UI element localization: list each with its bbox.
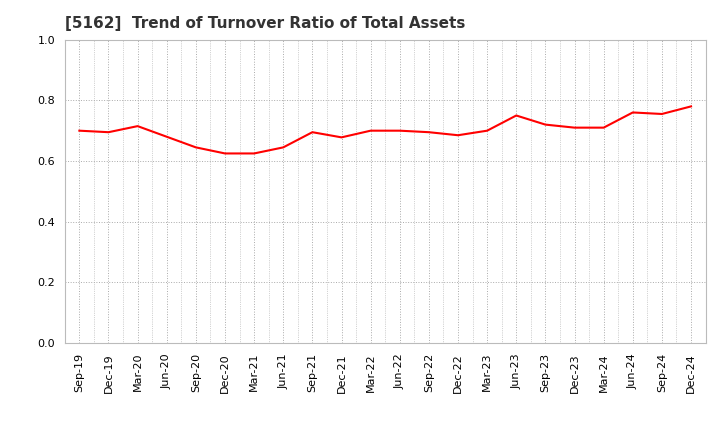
Text: [5162]  Trend of Turnover Ratio of Total Assets: [5162] Trend of Turnover Ratio of Total … bbox=[65, 16, 465, 32]
